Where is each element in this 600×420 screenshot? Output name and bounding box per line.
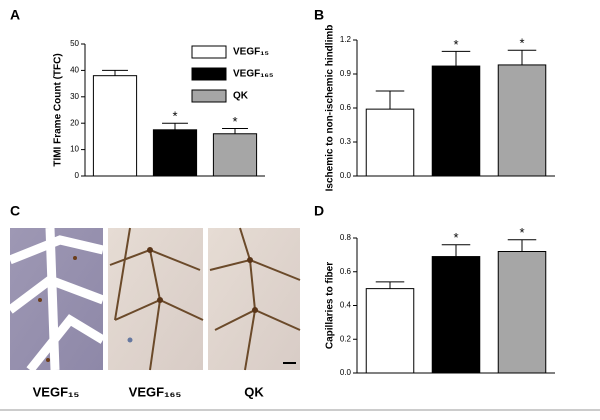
- y-tick-label: 50: [70, 39, 79, 48]
- significance: *: [519, 36, 524, 51]
- bar: [365, 288, 415, 374]
- panel-label: B: [314, 7, 324, 23]
- y-axis-label: TIMI Frame Count (TFC): [53, 53, 64, 166]
- bar: [497, 251, 547, 374]
- micrograph-2: [108, 227, 204, 371]
- y-tick-label: 20: [70, 118, 79, 127]
- legend-label: VEGF₁₅: [233, 47, 269, 58]
- image-label: VEGF₁₆₅: [129, 384, 182, 399]
- y-axis-label: Capillaries to fiber: [325, 262, 336, 349]
- y-tick-label: 0.6: [340, 267, 352, 276]
- significance: *: [519, 225, 524, 240]
- significance: *: [172, 109, 177, 124]
- significance: *: [232, 114, 237, 129]
- bar: [152, 129, 198, 177]
- y-axis-label: Ischemic to non-ischemic hindlimb: [325, 25, 336, 192]
- panel-label: A: [10, 7, 20, 23]
- bar: [365, 108, 415, 177]
- micrograph-1: [7, 227, 106, 373]
- image-label: VEGF₁₅: [33, 384, 80, 399]
- bar: [212, 133, 258, 177]
- panel-label: D: [314, 203, 324, 219]
- y-tick-label: 0.9: [340, 69, 352, 78]
- legend-swatch: [191, 45, 227, 59]
- bar: [497, 64, 547, 177]
- y-tick-label: 0.2: [340, 334, 352, 343]
- significance: *: [453, 37, 458, 52]
- y-tick-label: 30: [70, 92, 79, 101]
- y-tick-label: 0.8: [340, 233, 352, 242]
- micrograph-3: [208, 227, 301, 371]
- legend-swatch: [191, 89, 227, 103]
- legend-label: VEGF₁₆₅: [233, 69, 274, 80]
- panel-label: C: [10, 203, 20, 219]
- legend-label: QK: [233, 91, 249, 102]
- y-tick-label: 0.0: [340, 171, 352, 180]
- y-tick-label: 40: [70, 66, 79, 75]
- legend-swatch: [191, 67, 227, 81]
- y-tick-label: 0.0: [340, 368, 352, 377]
- y-tick-label: 0.4: [340, 301, 352, 310]
- image-label: QK: [244, 384, 264, 399]
- bar: [431, 256, 481, 374]
- y-tick-label: 0.3: [340, 137, 352, 146]
- y-tick-label: 0: [75, 171, 80, 180]
- bar: [431, 65, 481, 177]
- y-tick-label: 0.6: [340, 103, 352, 112]
- bar: [92, 75, 138, 177]
- significance: *: [453, 230, 458, 245]
- y-tick-label: 10: [70, 145, 79, 154]
- y-tick-label: 1.2: [340, 35, 352, 44]
